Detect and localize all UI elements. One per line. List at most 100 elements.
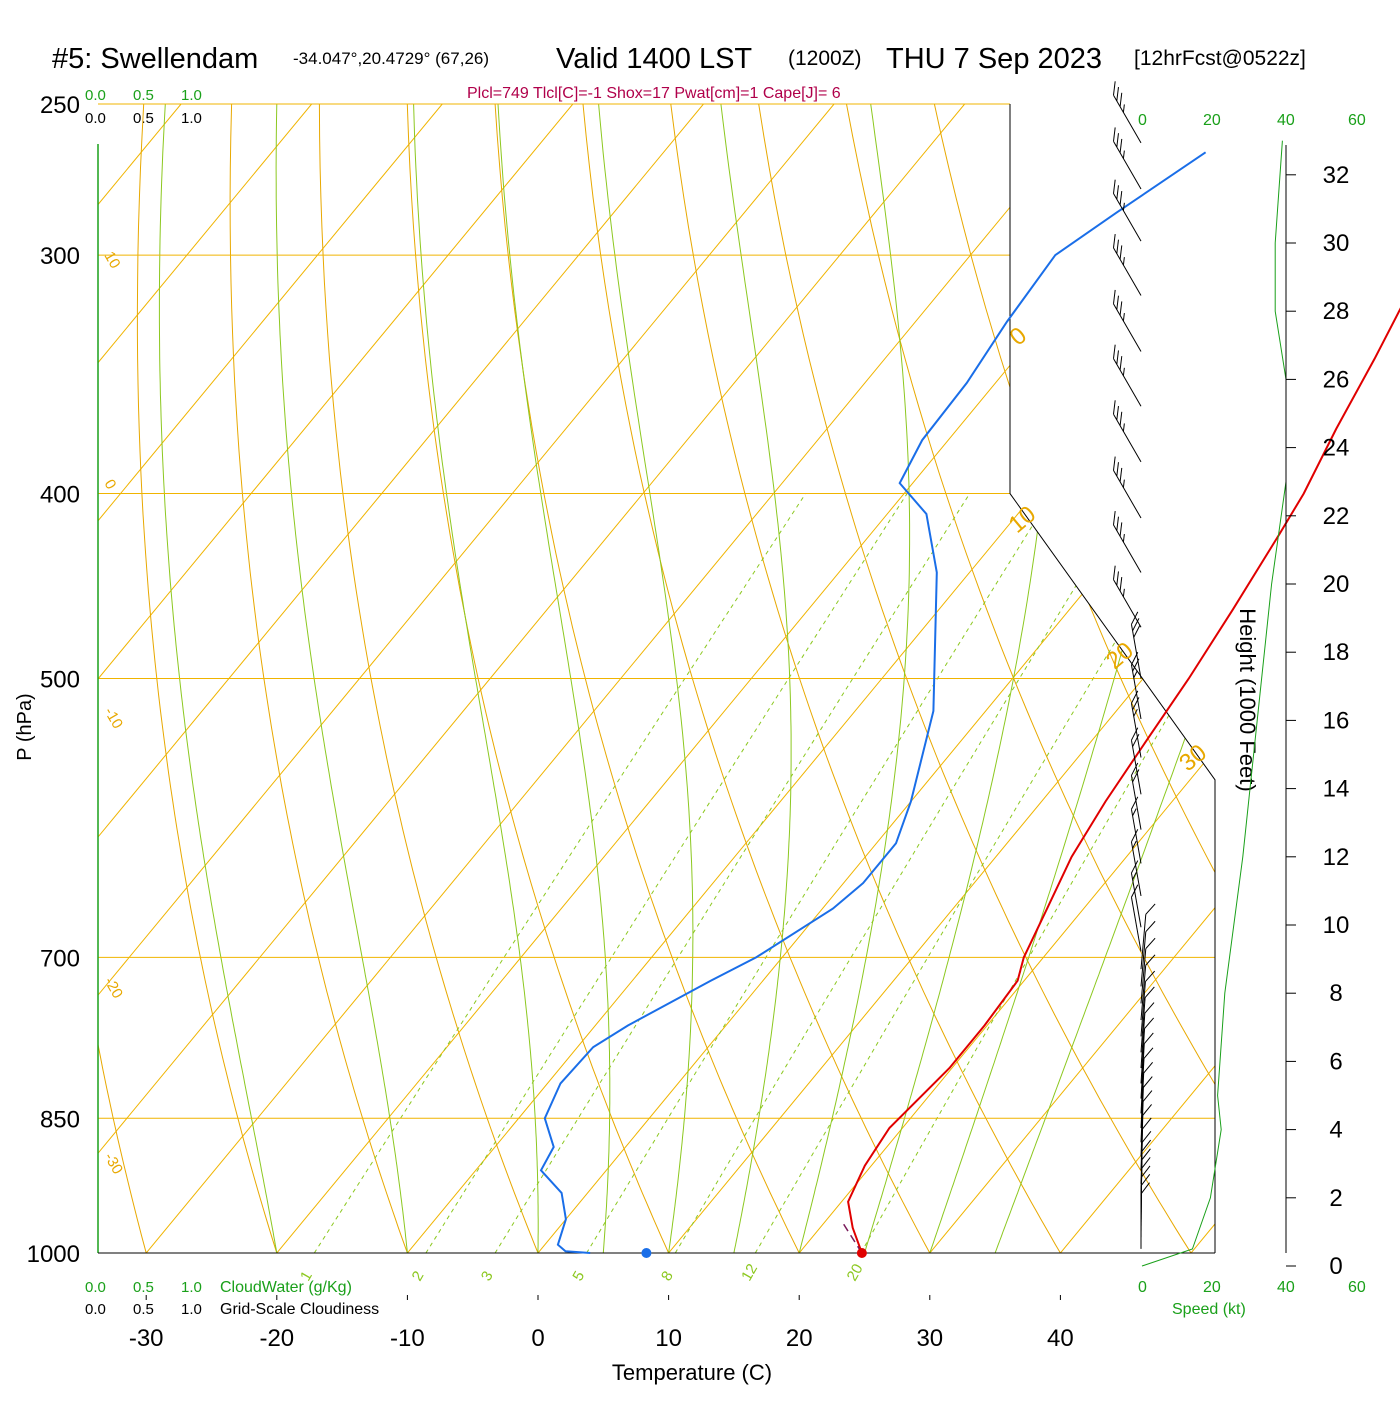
speed-tick: 20 — [1203, 1279, 1221, 1296]
dry-adiabat — [759, 104, 1217, 1293]
height-tick-label: 28 — [1323, 298, 1350, 325]
isotherm — [896, 104, 1400, 1293]
x-tick-label: -20 — [259, 1325, 294, 1352]
x-axis-title: Temperature (C) — [612, 1360, 772, 1385]
dry-adiabat — [1198, 104, 1400, 1293]
wind-speed-profile — [1142, 141, 1286, 1266]
dry-adiabat — [230, 104, 422, 1293]
wind-barb — [1114, 400, 1142, 462]
height-tick-label: 8 — [1329, 980, 1342, 1007]
temperature-profile — [848, 143, 1400, 1253]
cloudiness-tick: 0.5 — [133, 1301, 154, 1318]
mixing-ratio-label: 20 — [844, 1261, 867, 1284]
cloudiness-tick: 0.0 — [85, 1301, 106, 1318]
isotherm — [766, 104, 1400, 1293]
mixing-ratio-label: 5 — [569, 1268, 588, 1284]
station-title: #5: Swellendam — [52, 43, 258, 75]
speed-tick: 40 — [1277, 112, 1295, 129]
x-tick-label: -30 — [129, 1325, 164, 1352]
isotherm — [0, 104, 703, 1293]
cloud-water-tick: 1.0 — [181, 87, 202, 104]
pressure-tick-label: 1000 — [27, 1241, 80, 1268]
height-tick-label: 6 — [1329, 1048, 1342, 1075]
surface-dewpoint-dot — [641, 1248, 651, 1258]
mixing-ratio-line — [426, 494, 907, 1253]
surface-temperature-dot — [857, 1248, 867, 1258]
cloudiness-tick: 1.0 — [181, 110, 202, 127]
speed-tick: 60 — [1348, 112, 1366, 129]
cloud-water-tick: 0.5 — [133, 87, 154, 104]
dry-adiabat-label: 10 — [101, 249, 124, 272]
dry-adiabat — [847, 104, 1350, 1293]
cloud-water-tick: 0.0 — [85, 1279, 106, 1296]
height-tick-label: 12 — [1323, 844, 1350, 871]
dry-adiabat-label: 30 — [1174, 739, 1212, 777]
height-tick-label: 10 — [1323, 912, 1350, 939]
wind-barb — [1114, 180, 1142, 242]
dry-adiabat — [319, 104, 554, 1293]
height-tick-label: 2 — [1329, 1185, 1342, 1212]
speed-tick: 60 — [1348, 1279, 1366, 1296]
pressure-tick-label: 400 — [40, 482, 80, 509]
dry-adiabat — [1374, 104, 1400, 1293]
thermo-grid — [0, 104, 1400, 1293]
wind-barb — [1114, 566, 1142, 628]
height-tick-label: 24 — [1323, 435, 1350, 462]
speed-tick: 40 — [1277, 1279, 1295, 1296]
sounding-profiles — [541, 143, 1400, 1258]
height-tick-label: 30 — [1323, 230, 1350, 257]
dry-adiabat-label: 10 — [1003, 501, 1041, 539]
height-tick-label: 20 — [1323, 571, 1350, 598]
wind-barb — [1114, 290, 1142, 352]
isotherm — [505, 104, 1400, 1293]
dry-adiabat — [1286, 104, 1400, 1293]
stability-indices: Plcl=749 Tlcl[C]=-1 Shox=17 Pwat[cm]=1 C… — [467, 85, 841, 102]
forecast-info: [12hrFcst@0522z] — [1134, 47, 1306, 70]
dry-adiabat — [583, 104, 952, 1293]
x-tick-label: 20 — [786, 1325, 813, 1352]
isotherm — [1027, 104, 1400, 1293]
valid-date: THU 7 Sep 2023 — [886, 43, 1102, 75]
y-axis-title: P (hPa) — [14, 693, 36, 760]
mixing-ratio-label: 8 — [658, 1268, 677, 1284]
pressure-tick-label: 250 — [40, 92, 80, 119]
station-coords: -34.047°,20.4729° (67,26) — [293, 49, 489, 68]
x-tick-label: 30 — [916, 1325, 943, 1352]
dry-adiabat-label: -10 — [101, 705, 127, 732]
speed-label: Speed (kt) — [1172, 1301, 1246, 1318]
height-tick-label: 22 — [1323, 503, 1350, 530]
cloudiness-tick: 1.0 — [181, 1301, 202, 1318]
wind-barb — [1131, 612, 1141, 679]
cloud-water-tick: 0.5 — [133, 1279, 154, 1296]
height-tick-label: 32 — [1323, 162, 1350, 189]
cloud-water-tick: 1.0 — [181, 1279, 202, 1296]
wind-barb — [1114, 81, 1142, 143]
height-tick-label: 16 — [1323, 707, 1350, 734]
x-tick-label: 10 — [655, 1325, 682, 1352]
mixing-ratio-label: 2 — [409, 1268, 428, 1284]
speed-tick: 20 — [1203, 112, 1221, 129]
wind-barb — [1114, 457, 1142, 519]
dry-adiabat — [934, 104, 1400, 1293]
wind-barb — [1141, 1183, 1150, 1249]
pressure-tick-label: 300 — [40, 243, 80, 270]
cloud-water-label: CloudWater (g/Kg) — [220, 1279, 352, 1296]
valid-time: Valid 1400 LST — [556, 43, 752, 75]
mixing-ratio-label: 3 — [478, 1268, 497, 1284]
dewpoint-profile — [541, 152, 1206, 1253]
dry-adiabat-label: -30 — [101, 1150, 127, 1177]
height-tick-label: 0 — [1329, 1253, 1342, 1280]
wind-barb — [1114, 511, 1142, 573]
isotherm — [635, 104, 1400, 1293]
height-tick-label: 14 — [1323, 776, 1350, 803]
mixing-ratio-line — [314, 494, 805, 1253]
wind-barb — [1114, 345, 1142, 407]
x-tick-label: 0 — [531, 1325, 544, 1352]
mixing-ratio-label: 12 — [738, 1261, 761, 1284]
dry-adiabat — [495, 104, 819, 1293]
dry-adiabat-label: 0 — [1005, 322, 1033, 351]
pressure-tick-label: 500 — [40, 667, 80, 694]
speed-tick: 0 — [1138, 112, 1147, 129]
cloud-water-tick: 0.0 — [85, 87, 106, 104]
